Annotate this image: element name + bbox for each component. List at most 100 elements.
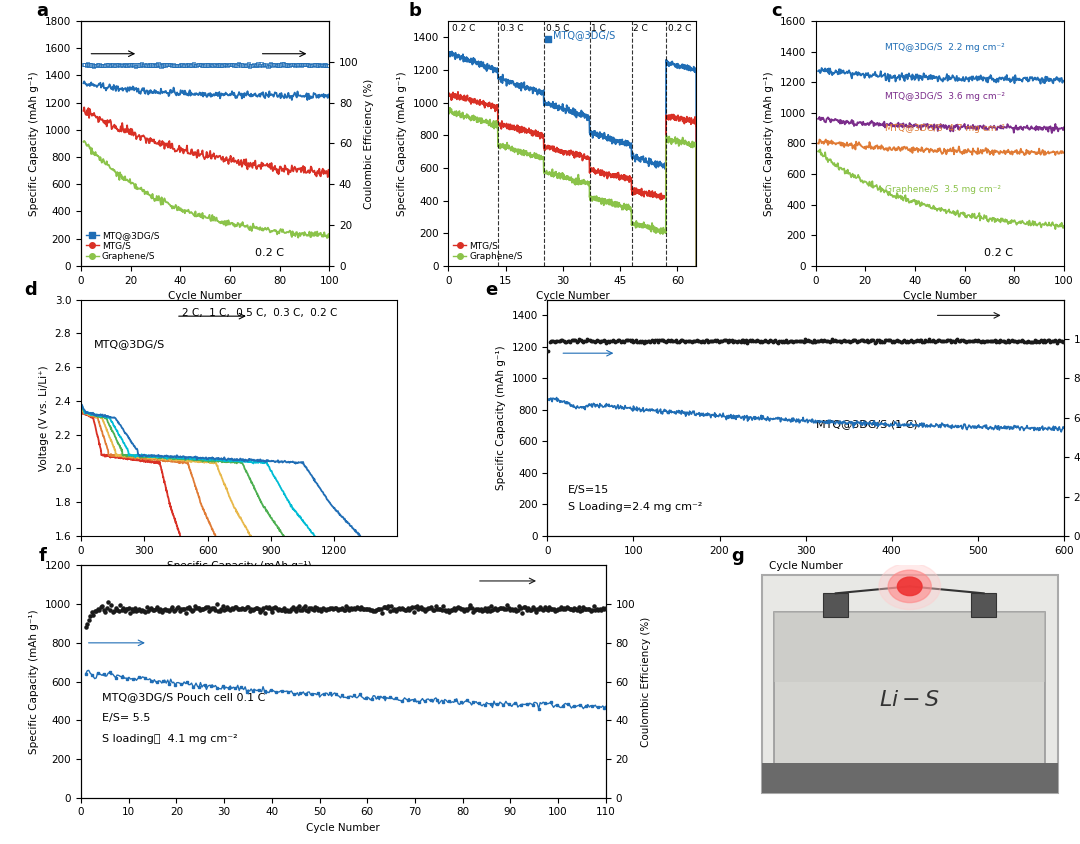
Point [95,58,112,72]
Point [747,334,765,348]
Point [647,333,664,346]
Point [226,58,243,72]
Point [657,335,674,349]
X-axis label: Specific Capacity (mAh g⁻¹): Specific Capacity (mAh g⁻¹) [167,561,311,571]
Point [894,334,912,348]
X-axis label: Cycle Number: Cycle Number [168,291,242,301]
Point [87,604,105,618]
Point [927,335,944,349]
Point [218,601,235,614]
Point [119,603,136,616]
Point [643,333,660,346]
Point [593,603,610,617]
Point [822,334,839,348]
Point [114,58,132,72]
Point [111,58,129,72]
Point [968,334,985,348]
Point [334,602,351,615]
Point [437,604,455,618]
Point [284,600,301,614]
Point [336,603,353,616]
Point [256,607,273,620]
Point [125,58,143,72]
Point [766,334,783,348]
Point [932,334,949,348]
Point [552,600,569,614]
Point [672,335,689,349]
Point [554,602,571,615]
Point [1054,335,1071,349]
Point [539,603,556,617]
Point [964,334,982,348]
Point [255,57,272,71]
Text: g: g [731,547,744,565]
Circle shape [888,571,931,603]
Point [174,58,191,72]
Point [678,334,696,348]
Point [84,609,102,622]
Text: 0.2 C: 0.2 C [667,24,691,33]
Point [594,602,611,615]
Text: b: b [408,3,421,20]
Point [606,334,623,348]
Point [500,601,517,614]
Point [375,600,392,614]
Point [1029,334,1047,348]
Point [194,603,212,616]
Point [286,603,303,616]
Point [959,334,976,348]
Point [234,58,252,72]
Point [960,334,977,348]
Point [596,333,613,347]
Point [586,603,604,617]
Point [629,335,646,349]
Point [694,334,712,348]
Point [220,58,238,72]
Point [420,602,437,615]
Point [456,604,473,618]
Point [292,603,309,617]
Point [393,601,410,614]
Point [519,601,537,614]
Point [153,58,171,72]
Point [972,335,989,349]
Point [491,602,509,615]
Point [79,617,96,630]
Point [735,335,753,349]
Point [264,605,281,619]
Point [634,334,651,348]
Point [1013,333,1030,347]
Point [410,601,428,614]
Point [221,603,239,616]
Point [414,603,431,616]
Point [799,333,816,347]
Point [578,603,595,616]
Point [774,334,792,348]
Point [1010,334,1027,348]
Point [417,604,434,618]
Point [966,333,983,347]
Point [665,334,683,348]
Point [556,335,573,349]
Point [511,599,528,613]
Point [780,335,797,349]
Point [125,604,143,618]
Point [727,334,744,348]
Point [98,601,116,614]
Point [259,60,276,73]
Point [353,601,370,614]
Point [442,603,459,617]
Point [535,603,552,616]
Point [588,334,605,348]
Point [984,334,1001,348]
Point [676,335,693,349]
Point [853,333,870,347]
Point [572,333,590,347]
Point [241,59,258,73]
Point [623,333,640,347]
Point [269,603,286,617]
Point [518,603,536,616]
Point [339,601,356,614]
X-axis label: Cycle Number: Cycle Number [536,291,609,301]
Point [1011,335,1028,349]
